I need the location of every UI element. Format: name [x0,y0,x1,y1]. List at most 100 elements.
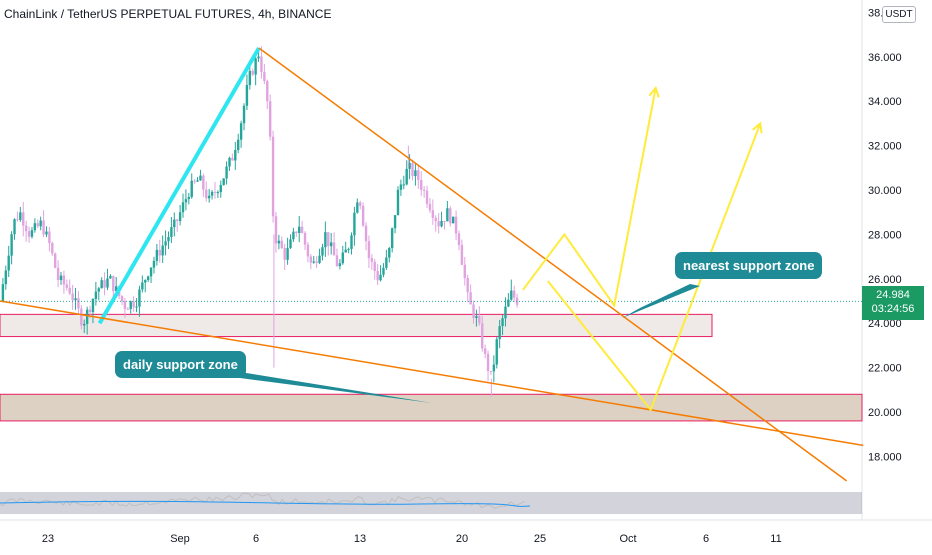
last-price-tag: 24.984 03:24:56 [862,286,924,320]
time-tick-label: Oct [619,533,636,545]
candle-body [451,216,455,224]
time-tick-label: 13 [354,533,366,545]
candle-body [77,298,80,309]
candle-body [138,289,141,307]
time-tick-label: 6 [253,533,259,545]
candle-body [335,255,339,267]
candle-body [56,267,60,281]
candle-body [315,261,318,263]
time-tick-label: 20 [456,533,468,545]
candle-body [510,290,513,300]
candle-body [132,301,135,308]
candle-body [155,249,159,261]
candle-body [24,225,28,232]
price-tick-label: 30.000 [868,185,902,197]
candle-body [303,232,307,245]
candle-body [420,180,423,190]
candle-body [266,81,269,102]
candle-body [248,70,252,85]
candle-body [205,189,208,199]
candle-body [213,191,217,193]
candle-body [257,56,260,59]
candle-body [222,178,225,186]
candle-body [507,299,510,307]
candle-body [483,348,487,354]
candle-body [478,316,481,324]
price-tick-label: 24.000 [868,318,902,330]
last-price: 24.984 [876,289,910,301]
candle-body [13,219,16,235]
candle-body [48,231,51,244]
candle-body [85,309,89,324]
candle-body [268,101,272,137]
candle-body [123,301,127,309]
candle-body [512,290,516,298]
rsi-line [0,492,525,509]
candle-body [103,280,106,288]
candle-body [126,308,130,310]
rsi-ma-line [0,500,531,507]
candle-body [59,275,63,281]
candle-body [341,252,344,264]
time-tick-label: 23 [42,533,54,545]
candle-body [53,253,57,268]
candle-body [167,236,170,242]
candle-body [146,276,150,281]
candle-body [364,225,368,242]
candle-body [254,58,257,75]
candle-body [161,245,164,256]
candle-body [120,295,124,302]
impulse-line [97,46,261,325]
candle-body [106,278,109,288]
candle-body [417,170,420,181]
candle-body [190,180,193,198]
candle-body [173,219,176,228]
candle-body [356,202,359,213]
price-tick-label: 18.000 [868,451,902,463]
candle-body [306,244,310,257]
candle-body [324,232,327,248]
candle-body [489,370,493,372]
daily-support-pointer [240,372,432,403]
candle-body [196,180,199,182]
candle-body [216,192,220,194]
candle-body [344,249,347,253]
candle-body [178,212,182,222]
candle-body [219,185,222,193]
candle-body [454,216,458,234]
time-tick-label: 11 [770,533,781,545]
candle-body [45,231,48,235]
candle-body [361,205,365,226]
candle-body [231,157,234,161]
projection-arrowhead [752,121,763,134]
candle-body [437,221,440,227]
nearest-support-pointer [622,284,700,318]
candle-body [347,248,350,250]
nearest-support-callout[interactable]: nearest support zone [675,252,823,279]
candle-body [207,195,211,199]
currency-badge[interactable]: USDT [882,6,916,23]
downtrend-line [258,47,848,482]
candle-body [338,263,342,267]
candle-body [170,227,173,237]
candle-body [370,258,374,262]
candle-body [390,228,394,249]
candle-body [425,190,429,204]
candle-body [271,136,275,217]
candle-body [318,255,321,263]
candle-body [39,220,42,227]
daily-support-callout[interactable]: daily support zone [115,351,246,378]
candle-body [19,212,22,220]
projection-arrowhead [648,85,660,98]
candle-body [388,248,391,258]
candle-body [286,248,289,260]
projection-path [547,123,762,412]
candle-body [382,267,385,275]
candle-body [440,221,443,227]
candle-body [373,261,376,271]
candle-body [274,216,278,244]
candle-body [83,323,86,326]
candle-body [393,215,397,229]
